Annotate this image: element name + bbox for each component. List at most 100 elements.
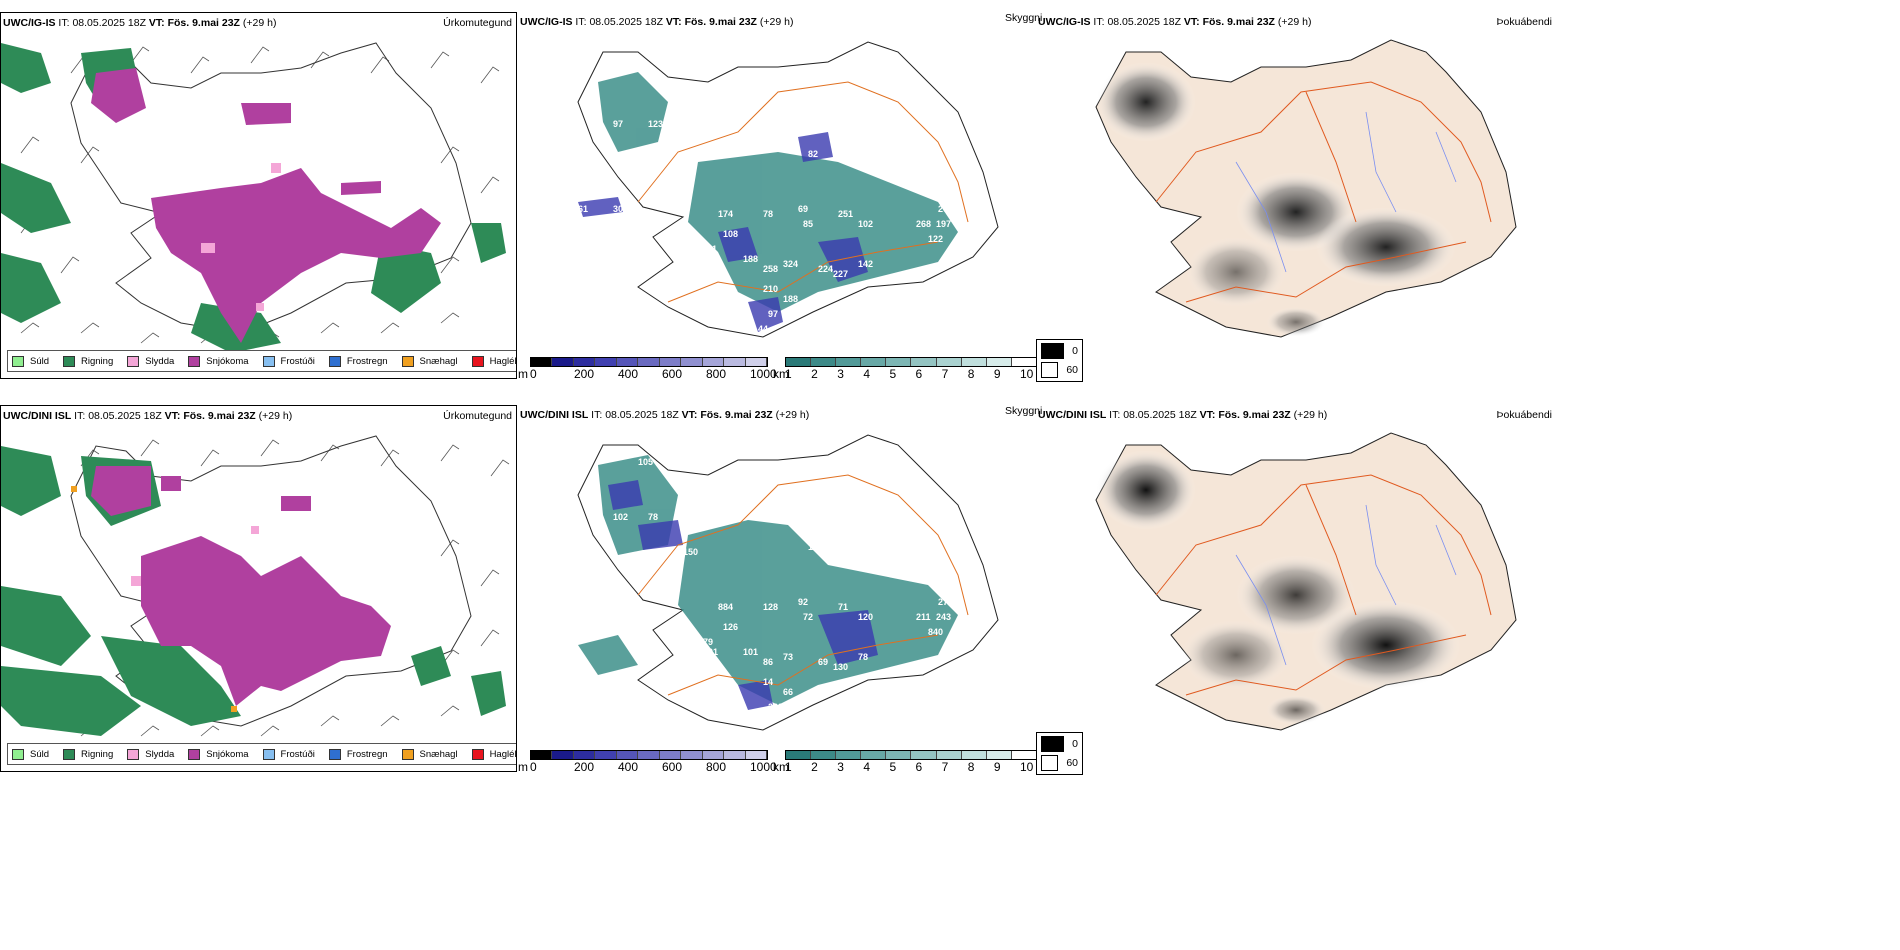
fog-index-legend: 0 60 — [1036, 339, 1083, 382]
colorbar-bin — [745, 358, 767, 366]
panel-title: UWC/IG-IS IT: 08.05.2025 18Z VT: Fös. 9.… — [520, 16, 794, 28]
colorbar-tick: 2 — [811, 367, 818, 381]
legend-item: Súld — [12, 748, 49, 760]
legend-swatch — [401, 748, 414, 760]
colorbar-bin — [659, 751, 682, 759]
colorbar-tick: 10 — [1020, 367, 1034, 381]
cloudbase-value: 224 — [818, 264, 833, 274]
legend-swatch — [188, 355, 201, 367]
panel-right-title: Þokuábendi — [1496, 409, 1552, 421]
panel-right-title: Úrkomutegund — [443, 410, 512, 422]
colorbar-bin — [1011, 358, 1037, 366]
cloudbase-value: 35 — [893, 274, 903, 284]
colorbar-tick: 7 — [941, 760, 949, 774]
colorbar-tick: 3 — [837, 760, 844, 774]
colorbar-bin — [811, 751, 837, 759]
legend-swatch — [328, 355, 341, 367]
cloudbase-value: 227 — [833, 269, 848, 279]
colorbar-tick: 8 — [967, 367, 975, 381]
cloudbase-value: 210 — [763, 284, 778, 294]
panel-title: UWC/IG-IS IT: 08.05.2025 18Z VT: Fös. 9.… — [1038, 16, 1312, 28]
legend-swatch — [262, 748, 275, 760]
cloudbase-value: 79 — [703, 637, 713, 647]
fog-legend-label: 60 — [1066, 757, 1078, 769]
legend-swatch — [127, 355, 140, 367]
colorbar-tick: 600 — [662, 760, 683, 774]
legend-swatch — [471, 748, 484, 760]
legend-label: Rigning — [81, 748, 114, 760]
cloudbase-value: 324 — [783, 259, 798, 269]
legend-item: Rigning — [63, 748, 114, 760]
panel-title: UWC/DINI ISL IT: 08.05.2025 18Z VT: Fös.… — [3, 410, 293, 422]
cloudbase-value: 129 — [588, 582, 603, 592]
cloudbase-value: 71 — [838, 602, 848, 612]
cloudbase-value: 102 — [858, 219, 873, 229]
colorbar-bin — [531, 751, 553, 759]
colorbar-strip — [785, 750, 1038, 760]
panel-right-title: Þokuábendi — [1496, 16, 1552, 28]
colorbar-bin — [531, 358, 553, 366]
cloudbase-value: 14 — [763, 677, 773, 687]
colorbar-tick: 1 — [785, 760, 792, 774]
cloudbase-value: 111 — [703, 244, 717, 254]
colorbar-tick: 400 — [618, 760, 639, 774]
cloud-panel-2: UWC/DINI ISL IT: 08.05.2025 18Z VT: Fös.… — [518, 405, 1038, 775]
colorbar-bin — [638, 751, 660, 759]
cloudbase-value: 126 — [723, 622, 738, 632]
cloudbase-value: 78 — [648, 512, 658, 522]
colorbar-tick: 0 — [530, 367, 537, 381]
colorbar-tick: 200 — [574, 760, 595, 774]
colorbar-bin — [659, 358, 682, 366]
colorbar-tick: 600 — [662, 367, 683, 381]
cloudbase-value: 108 — [723, 229, 738, 239]
cloudbase-value: 251 — [838, 209, 853, 219]
colorbar-tick: 9 — [993, 760, 1001, 774]
colorbar-unit: m — [518, 367, 528, 381]
roads — [1155, 474, 1492, 696]
cloudbase-value: 72 — [803, 612, 813, 622]
legend-item: Slydda — [127, 748, 174, 760]
fog-legend-item: 0 — [1041, 736, 1078, 752]
cloudbase-value: 82 — [808, 149, 818, 159]
cloudbase-value: 97 — [613, 119, 623, 129]
cloudbase-value: 211 — [916, 612, 931, 622]
legend-item: Frostúði — [262, 748, 315, 760]
cloudbase-value: 78 — [763, 209, 773, 219]
colorbar-bin — [595, 358, 617, 366]
colorbar-bin — [573, 751, 596, 759]
colorbar-bin — [986, 358, 1012, 366]
legend-swatch — [401, 355, 414, 367]
cloudbase-value: 268 — [916, 219, 931, 229]
legend-label: Frostregn — [346, 748, 388, 760]
colorbar-bin — [681, 358, 703, 366]
cloudbase-value: 275 — [938, 597, 953, 607]
colorbar-tick: 3 — [837, 367, 844, 381]
colorbar-bin — [911, 751, 937, 759]
colorbar-bin — [961, 358, 987, 366]
legend-item: Snjókoma — [188, 748, 249, 760]
legend-item: Frostregn — [328, 748, 388, 760]
cloudbase-value: 401 — [703, 647, 718, 657]
cloudbase-colorbar: m 0 200 400 600 800 1000 — [518, 357, 777, 382]
cloudbase-value: 40 — [893, 667, 903, 677]
colorbar-tick: 200 — [574, 367, 595, 381]
cloudbase-value: 73 — [783, 652, 793, 662]
legend-swatch — [12, 355, 24, 367]
cloudbase-value: 272 — [638, 64, 653, 74]
legend-item: Snæhagl — [401, 748, 458, 760]
colorbar-bin — [811, 358, 837, 366]
precip-ice-pellets — [71, 486, 237, 712]
fog-panel-2: UWC/DINI ISL IT: 08.05.2025 18Z VT: Fös.… — [1036, 405, 1556, 775]
cloudbase-value: 97 — [768, 309, 778, 319]
cloudbase-value: 86 — [763, 657, 773, 667]
cloudbase-value: 123 — [648, 119, 663, 129]
visibility-fill — [598, 72, 958, 312]
cloudbase-value: 243 — [936, 612, 951, 622]
legend-label: Súld — [30, 355, 50, 367]
cloudbase-fill — [608, 480, 878, 710]
fog-legend-swatch — [1041, 343, 1065, 359]
cloudbase-value: 128 — [763, 602, 778, 612]
colorbar-bin — [616, 358, 639, 366]
colorbar-tick: 1 — [785, 367, 792, 381]
cloudbase-value: 30 — [613, 204, 623, 214]
